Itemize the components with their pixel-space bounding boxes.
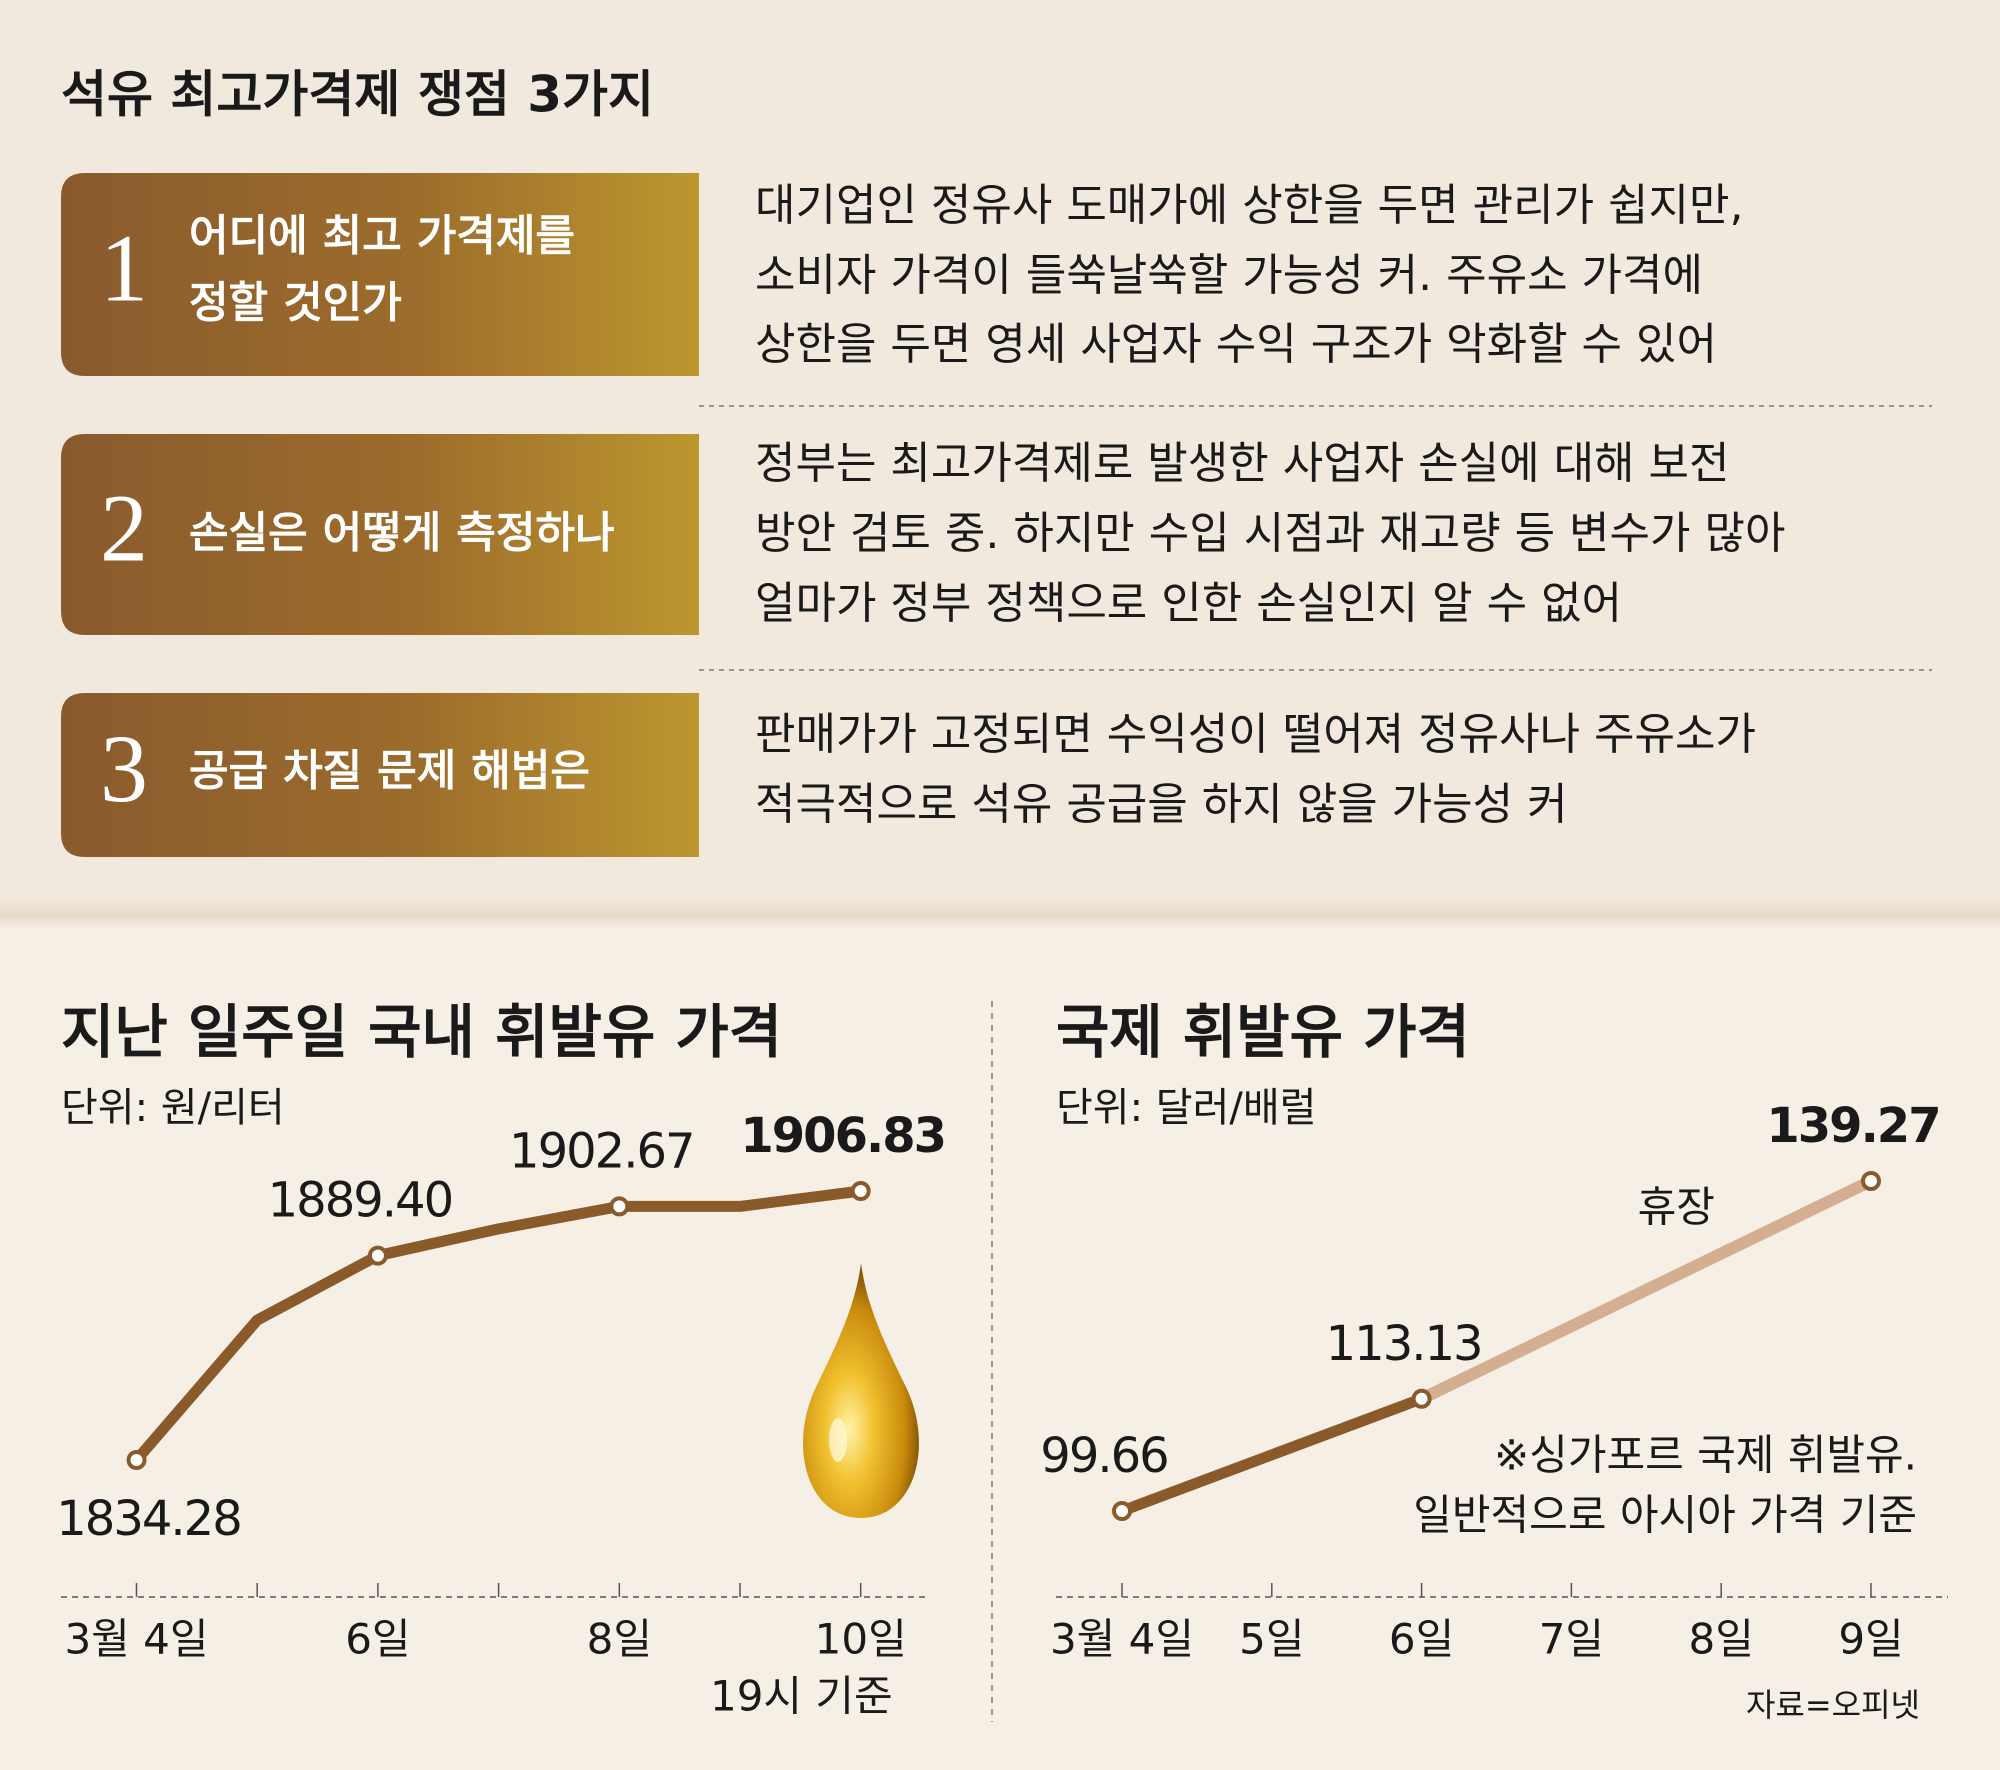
x-tick-label: 3월 4일 xyxy=(1050,1615,1194,1664)
point-marker xyxy=(1112,1501,1132,1521)
issue-box xyxy=(61,693,699,857)
issue-heading: 정할 것인가 xyxy=(189,279,402,329)
gap-connector xyxy=(1415,1175,1877,1405)
data-label: 1906.83 xyxy=(740,1108,945,1164)
chart-subtitle: 단위: 원/리터 xyxy=(61,1085,285,1131)
main-title: 석유 최고가격제 쟁점 3가지 xyxy=(61,66,654,124)
issue-body: 얼마가 정부 정책으로 인한 손실인지 알 수 없어 xyxy=(755,578,1622,629)
data-label: 1889.40 xyxy=(268,1173,453,1229)
x-tick-label: 8일 xyxy=(1689,1615,1754,1664)
point-marker xyxy=(609,1196,630,1217)
x-tick-label: 5일 xyxy=(1239,1615,1304,1664)
source: 자료=오피넷 xyxy=(1746,1686,1920,1724)
oil-drop-highlight xyxy=(829,1418,847,1462)
issue-number: 1 xyxy=(100,215,148,322)
line xyxy=(1116,1393,1428,1517)
x-note: 19시 기준 xyxy=(710,1672,893,1721)
issue-body: 방안 검토 중. 하지만 수입 시점과 재고량 등 변수가 많아 xyxy=(755,508,1785,559)
issue-heading: 어디에 최고 가격제를 xyxy=(189,212,575,262)
point-marker xyxy=(1861,1171,1881,1191)
chart-note: ※싱가포르 국제 휘발유. xyxy=(1494,1431,1917,1480)
issue-body: 소비자 가격이 들쑥날쑥할 가능성 커. 주유소 가격에 xyxy=(755,250,1703,301)
issue-box xyxy=(61,434,699,635)
issue-body: 적극적으로 석유 공급을 하지 않을 가능성 커 xyxy=(755,779,1568,830)
chart-title: 국제 휘발유 가격 xyxy=(1056,998,1470,1066)
data-label: 1902.67 xyxy=(509,1123,694,1179)
point-marker xyxy=(367,1245,388,1266)
x-tick-label: 3월 4일 xyxy=(64,1615,208,1664)
issue-number: 2 xyxy=(100,475,148,582)
x-tick-label: 8일 xyxy=(587,1615,652,1664)
data-label: 1834.28 xyxy=(56,1491,241,1547)
issue-body: 판매가가 고정되면 수익성이 떨어져 정유사나 주유소가 xyxy=(755,709,1756,760)
x-tick-label: 6일 xyxy=(1389,1615,1454,1664)
issue-body: 대기업인 정유사 도매가에 상한을 두면 관리가 쉽지만, xyxy=(755,180,1743,231)
issue-number: 3 xyxy=(100,715,148,822)
point-marker xyxy=(126,1450,147,1470)
issue-body: 정부는 최고가격제로 발생한 사업자 손실에 대해 보전 xyxy=(755,438,1729,489)
issue-box xyxy=(61,173,699,376)
data-label: 99.66 xyxy=(1040,1428,1167,1484)
data-label: 139.27 xyxy=(1766,1098,1939,1154)
point-marker xyxy=(850,1181,871,1201)
issue-heading: 손실은 어떻게 측정하나 xyxy=(189,509,615,559)
x-tick-label: 6일 xyxy=(345,1615,410,1664)
x-tick-label: 9일 xyxy=(1838,1615,1903,1664)
divider xyxy=(0,900,2000,930)
data-label: 113.13 xyxy=(1326,1316,1482,1372)
point-marker xyxy=(1411,1388,1432,1409)
issue-heading: 공급 차질 문제 해법은 xyxy=(189,747,590,797)
chart-subtitle: 단위: 달러/배럴 xyxy=(1056,1085,1316,1131)
line xyxy=(131,1185,867,1466)
x-tick-label: 10일 xyxy=(815,1615,907,1664)
bottom-background xyxy=(0,930,2000,1770)
issue-body: 상한을 두면 영세 사업자 수익 구조가 악화할 수 있어 xyxy=(755,319,1717,370)
chart-note: 일반적으로 아시아 가격 기준 xyxy=(1413,1491,1917,1540)
x-tick-label: 7일 xyxy=(1539,1615,1604,1664)
gap-label: 휴장 xyxy=(1638,1182,1715,1231)
chart-title: 지난 일주일 국내 휘발유 가격 xyxy=(61,998,782,1066)
